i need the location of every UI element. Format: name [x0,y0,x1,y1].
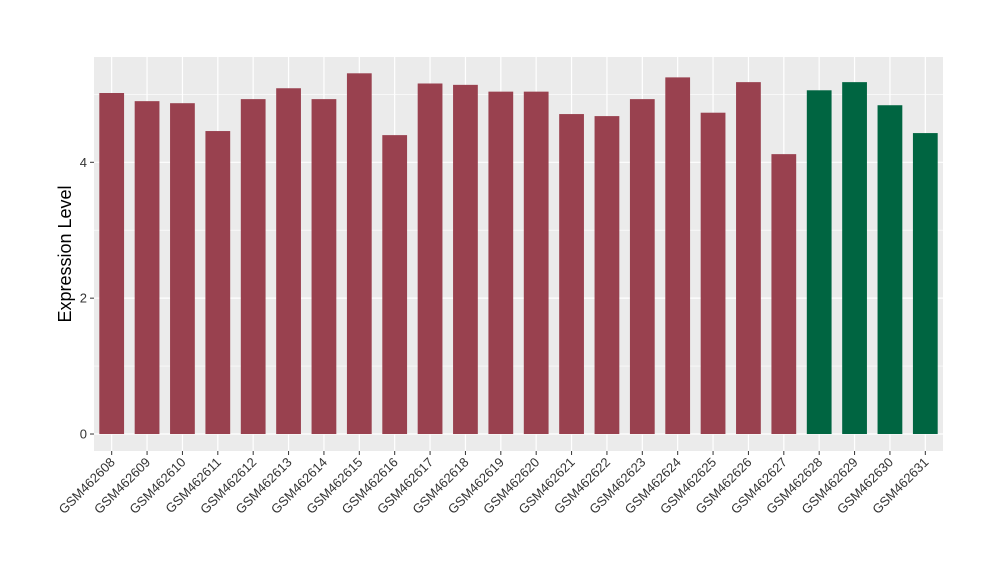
bar-GSM462625 [700,112,726,435]
bar-GSM462613 [276,88,301,435]
bar-GSM462622 [594,116,620,435]
bar-GSM462615 [346,73,372,435]
y-axis-label: Expression Level [55,185,75,322]
y-tick-label: 4 [80,155,87,170]
bar-GSM462627 [771,154,797,435]
bar-GSM462623 [629,99,655,435]
bar-GSM462612 [240,99,266,435]
bar-GSM462614 [311,99,337,435]
bar-GSM462608 [99,93,125,435]
bar-GSM462618 [453,84,478,435]
bar-GSM462629 [842,82,867,435]
bar-GSM462624 [665,77,691,435]
bar-GSM462616 [382,135,408,435]
y-tick-label: 2 [80,291,87,306]
bar-GSM462630 [877,105,903,435]
bar-GSM462626 [736,82,761,435]
plot-panel [94,57,943,451]
bar-GSM462609 [134,101,160,435]
bar-GSM462621 [559,114,584,435]
bar-GSM462631 [912,133,938,435]
bar-GSM462628 [806,90,832,435]
bars [99,73,938,435]
y-tick-label: 0 [80,427,87,442]
bar-GSM462620 [523,91,549,435]
bar-GSM462610 [170,103,195,435]
bar-GSM462611 [205,131,231,435]
bar-GSM462619 [488,91,514,435]
bar-GSM462617 [417,83,443,435]
